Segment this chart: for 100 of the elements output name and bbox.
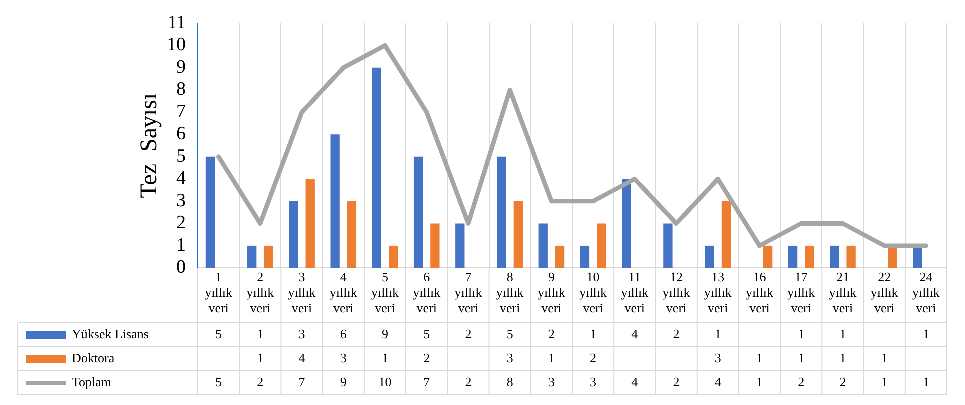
x-tick-label: 3 yıllık veri [288,269,316,316]
bar [763,246,773,268]
bar [330,134,340,268]
x-tick-label: 16 yıllık veri [746,269,774,316]
data-label: 6 [340,326,348,342]
bar [514,201,523,268]
data-label: 2 [257,374,264,390]
data-label: 3 [506,350,514,366]
data-label: 5 [424,326,430,342]
y-tick-label: 11 [168,12,186,34]
bar [722,201,732,268]
bar [430,224,440,268]
x-tick-label: 7 yıllık veri [454,269,483,316]
bar [206,156,216,268]
bar [622,179,632,268]
data-label: 1 [257,326,264,342]
data-label: 2 [590,350,597,366]
data-label: 2 [465,326,472,342]
bar [289,201,298,268]
data-label: 2 [673,326,680,342]
data-label: 1 [881,350,888,366]
data-label: 5 [216,326,222,342]
data-label: 1 [840,350,846,366]
data-label: 2 [548,326,555,342]
data-label: 4 [298,350,306,366]
x-tick-label: 4 yıllık veri [330,269,358,316]
data-label: 3 [340,350,347,366]
data-label: 10 [378,374,392,390]
x-tick-label: 22 yıllık veri [870,269,899,316]
data-label: 1 [798,350,805,366]
y-axis-title: Tez Sayısı [136,92,163,198]
data-label: 1 [922,326,930,342]
x-tick-label: 21 yıllık veri [829,269,858,316]
data-label: 3 [298,326,306,342]
data-label: 4 [714,374,722,390]
bar [538,224,548,268]
x-tick-label: 9 yıllık veri [538,269,566,316]
bar [414,156,424,268]
data-label: 2 [673,374,680,390]
legend-label: Toplam [72,374,112,390]
data-label: 1 [840,326,846,342]
x-tick-label: 8 yıllık veri [496,269,524,316]
data-label: 1 [714,326,722,342]
data-label: 7 [424,374,431,390]
bar [788,246,798,268]
bar [597,224,606,268]
y-tick-label: 2 [176,212,186,234]
data-label: 1 [881,374,888,390]
data-label: 9 [382,326,388,342]
data-label: 7 [298,374,306,390]
data-label: 3 [590,374,597,390]
bar [248,246,257,268]
x-tick-label: 6 yıllık veri [413,269,442,316]
x-tick-label: 24 yıllık veri [912,269,940,316]
y-tick-label: 6 [176,124,186,145]
bar [388,246,398,268]
x-tick-label: 11 yıllık veri [621,269,650,316]
data-label: 2 [798,374,805,390]
bar [306,179,315,268]
x-tick-label: 12 yıllık veri [662,269,691,316]
bar [805,246,814,268]
bar [372,68,382,268]
data-label: 3 [548,374,555,390]
y-tick-label: 5 [176,146,186,167]
data-label: 1 [382,350,388,366]
data-label: 1 [798,326,805,342]
y-tick-label: 3 [176,190,186,212]
bar [830,246,840,268]
y-tick-label: 10 [167,34,186,56]
bar [555,246,565,268]
data-label: 1 [756,350,763,366]
legend-label: Doktora [72,350,115,366]
data-label: 1 [548,350,555,366]
data-label: 1 [590,326,597,342]
bar [497,156,506,268]
data-label: 2 [465,374,472,390]
data-label: 5 [506,326,514,342]
y-tick-label: 1 [176,234,186,256]
y-tick-label: 4 [176,168,186,190]
bar [456,224,465,268]
data-label: 4 [632,374,639,390]
legend-label: Yüksek Lisans [72,326,149,342]
bar [846,246,856,268]
data-label: 2 [840,374,846,390]
y-tick-label: 7 [176,101,186,122]
x-tick-label: 17 yıllık veri [788,269,816,316]
x-tick-label: 13 yıllık veri [704,269,732,316]
x-tick-label: 2 yıllık veri [246,269,275,316]
y-tick-label: 8 [176,79,186,100]
y-tick-label: 0 [176,257,186,278]
data-label: 4 [632,326,639,342]
bar [347,201,357,268]
bar [264,246,274,268]
y-tick-label: 9 [176,56,186,78]
data-label: 1 [257,350,264,366]
x-tick-label: 1 yıllık veri [205,269,234,316]
data-label: 1 [756,374,763,390]
bar [705,246,714,268]
data-label: 9 [340,374,347,390]
data-label: 1 [922,374,930,390]
